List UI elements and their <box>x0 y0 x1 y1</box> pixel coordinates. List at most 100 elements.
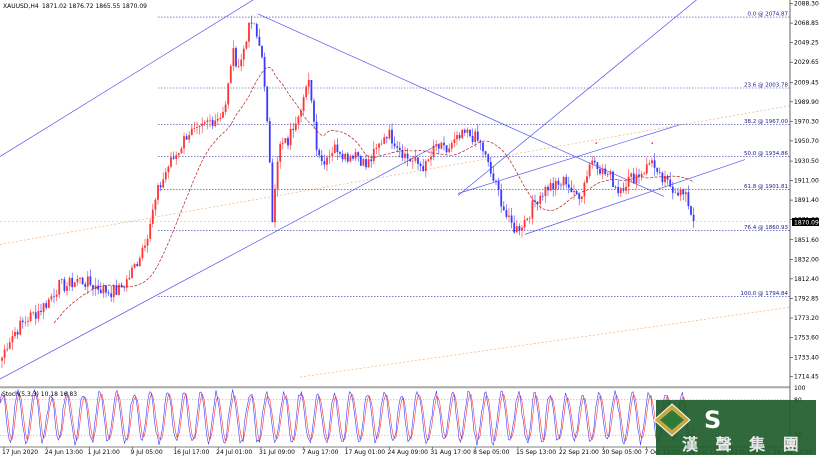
candle-body <box>383 137 386 144</box>
candle-body <box>97 285 100 290</box>
candle-body <box>40 310 42 312</box>
candle-body <box>417 157 419 164</box>
candle-body <box>440 142 443 149</box>
y-tick-label: 1891.40 <box>794 197 819 204</box>
candle-body <box>635 174 638 184</box>
candle-body <box>385 137 388 139</box>
candle-body <box>331 153 334 156</box>
candle-body <box>6 348 9 350</box>
candle-body <box>367 159 370 168</box>
candle-body <box>144 245 146 248</box>
y-tick-label: 1832.00 <box>794 256 819 263</box>
candle-body <box>573 190 575 193</box>
candle-body <box>552 183 555 190</box>
y-tick-label: 2029.65 <box>794 59 819 66</box>
candle-body <box>549 183 552 191</box>
x-tick-label: 9 Jul 05:00 <box>131 449 163 456</box>
candle-body <box>630 173 633 177</box>
candle-body <box>617 186 620 194</box>
small-channel-lower <box>524 159 746 235</box>
candle-body <box>679 189 682 196</box>
candle-body <box>276 161 279 189</box>
candle-body <box>432 145 435 157</box>
candle-body <box>203 122 206 124</box>
candle-body <box>375 147 378 149</box>
fib-level-label: 100.0 @ 1794.84 <box>741 291 789 297</box>
candle-body <box>651 160 653 164</box>
candle-body <box>586 176 588 183</box>
candle-body <box>55 294 58 297</box>
candle-body <box>370 159 373 162</box>
candle-body <box>541 195 544 197</box>
candle-body <box>79 277 81 279</box>
candle-body <box>357 152 360 157</box>
candle-body <box>240 59 243 67</box>
candle-body <box>531 200 534 219</box>
candle-body <box>53 296 55 297</box>
fib-level-label: 0.0 @ 2074.87 <box>748 12 789 18</box>
candle-body <box>523 220 526 228</box>
y-tick-label: 1792.85 <box>794 295 819 302</box>
candle-body <box>313 100 315 122</box>
candle-body <box>526 218 529 221</box>
candle-body <box>302 97 305 111</box>
candle-body <box>471 135 474 143</box>
candle-body <box>479 140 482 143</box>
candle-body <box>8 342 11 349</box>
x-tick-label: 8 Sep 05:00 <box>473 449 509 456</box>
candle-body <box>289 128 292 146</box>
x-tick-label: 30 Sep 05:00 <box>602 449 642 456</box>
candle-body <box>601 168 604 174</box>
candle-body <box>487 154 490 163</box>
candle-body <box>536 201 539 204</box>
candle-body <box>86 276 89 287</box>
y-tick-label: 2009.45 <box>794 79 819 86</box>
candle-body <box>250 22 253 24</box>
candle-body <box>175 155 178 159</box>
candle-body <box>622 188 625 191</box>
orange-trend-line-upper <box>0 105 791 245</box>
candle-body <box>463 129 466 133</box>
candle-body <box>588 164 591 177</box>
candle-body <box>596 162 599 169</box>
x-tick-label: 24 Jul 01:00 <box>216 449 252 456</box>
candle-body <box>528 218 531 220</box>
candle-body <box>42 303 45 312</box>
candle-body <box>201 123 204 126</box>
candle-body <box>344 153 347 160</box>
fib-level-label: 23.6 @ 2003.78 <box>744 82 788 88</box>
candle-body <box>422 166 425 172</box>
orange-trend-line-lower <box>299 306 791 378</box>
candle-body <box>534 200 536 202</box>
x-tick-label: 16 Jul 17:00 <box>173 449 209 456</box>
candle-body <box>261 45 263 58</box>
candle-body <box>614 186 617 188</box>
candle-body <box>58 280 61 295</box>
candle-body <box>227 83 230 105</box>
candle-body <box>84 284 87 287</box>
candle-body <box>300 110 302 117</box>
candle-body <box>510 215 513 223</box>
candle-body <box>76 278 79 283</box>
candle-body <box>336 144 339 153</box>
current-price-badge-bg <box>792 218 819 226</box>
candle-body <box>482 142 484 152</box>
stoch-signal-line <box>0 391 694 443</box>
candle-body <box>198 125 201 127</box>
y-tick-label: 1812.40 <box>794 276 819 283</box>
candle-body <box>448 148 451 153</box>
candle-body <box>339 152 341 154</box>
candle-body <box>669 179 672 187</box>
fibonacci-layer: 0.0 @ 2074.87 23.6 @ 2003.78 38.2 @ 1967.0… <box>0 12 790 297</box>
candle-body <box>570 187 573 193</box>
candle-body <box>81 277 84 285</box>
candle-body <box>27 321 29 323</box>
candle-body <box>45 303 48 308</box>
candle-body <box>107 292 110 294</box>
candle-body <box>489 162 492 174</box>
candle-body <box>456 135 458 140</box>
candle-body <box>19 320 22 335</box>
